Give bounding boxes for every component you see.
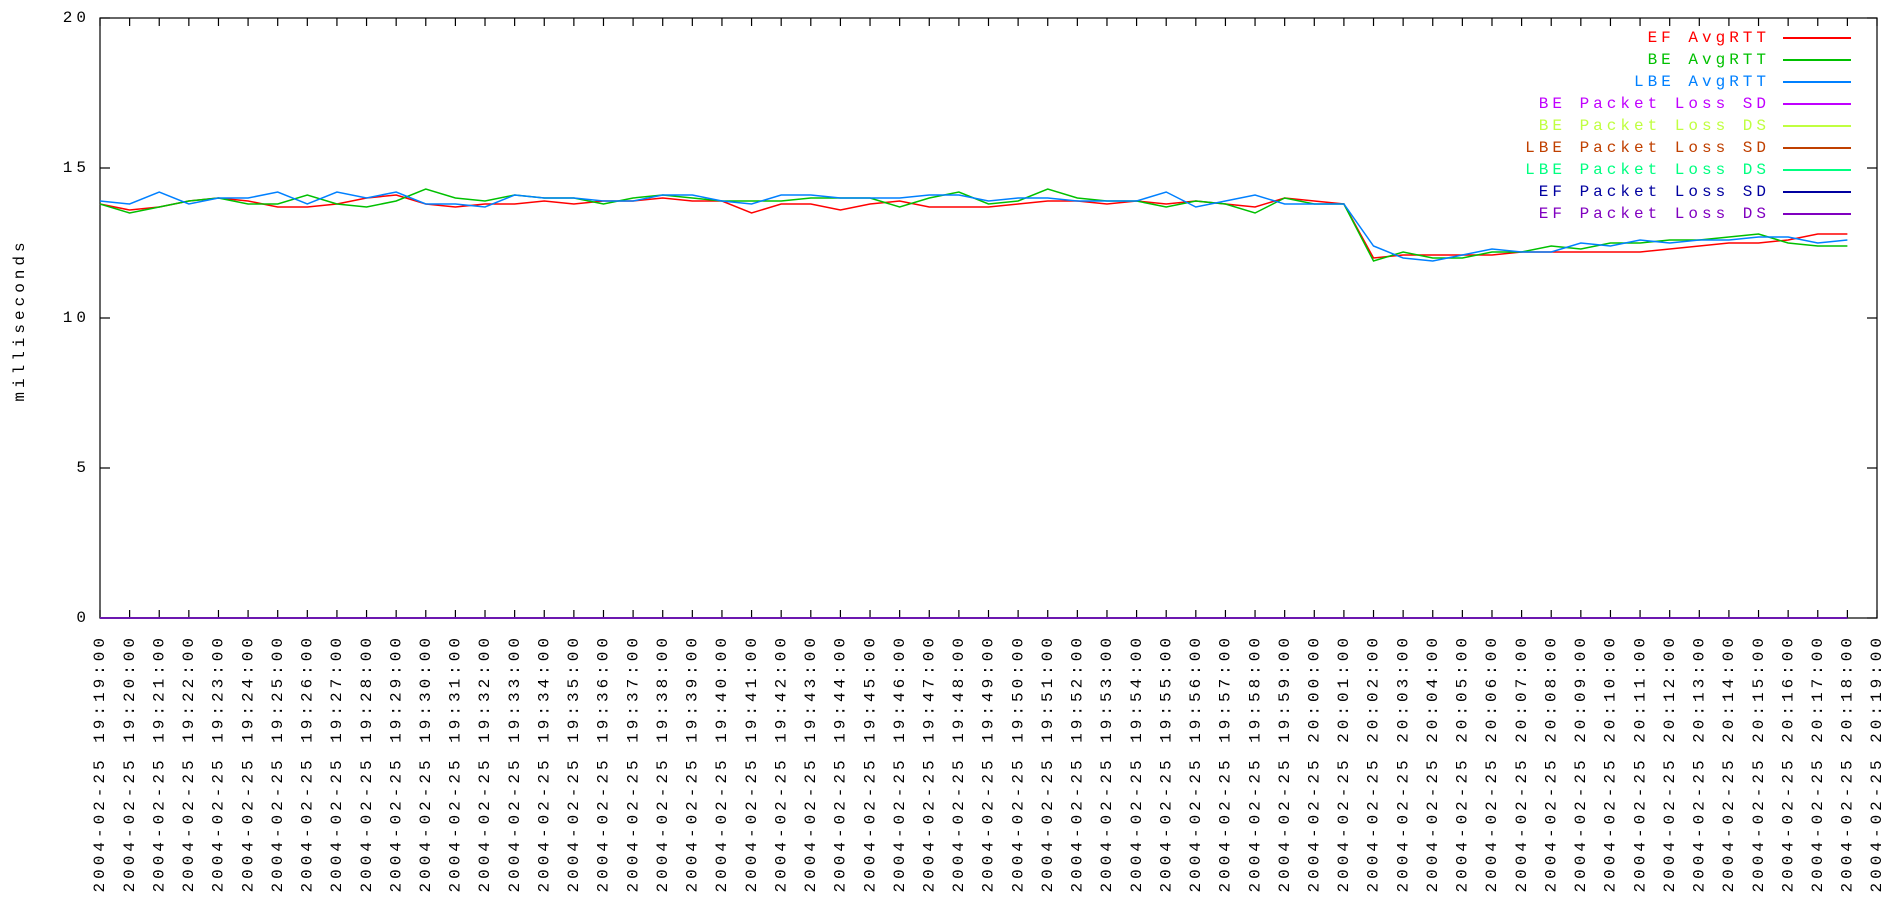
x-tick-label: 2004-02-25 19:30:00 bbox=[417, 634, 435, 892]
x-tick-label: 2004-02-25 19:50:00 bbox=[1009, 634, 1027, 892]
x-tick-label: 2004-02-25 20:16:00 bbox=[1779, 634, 1797, 892]
x-tick-label: 2004-02-25 19:29:00 bbox=[387, 634, 405, 892]
legend-label: BE Packet Loss SD bbox=[1539, 95, 1770, 113]
x-tick-label: 2004-02-25 20:19:00 bbox=[1868, 634, 1886, 892]
x-tick-label: 2004-02-25 19:34:00 bbox=[535, 634, 553, 892]
x-tick-label: 2004-02-25 19:41:00 bbox=[743, 634, 761, 892]
x-tick-label: 2004-02-25 19:27:00 bbox=[328, 634, 346, 892]
x-tick-label: 2004-02-25 19:47:00 bbox=[920, 634, 938, 892]
x-tick-label: 2004-02-25 20:15:00 bbox=[1750, 634, 1768, 892]
y-tick-label: 10 bbox=[63, 309, 90, 327]
x-tick-label: 2004-02-25 20:11:00 bbox=[1631, 634, 1649, 892]
x-tick-label: 2004-02-25 20:07:00 bbox=[1513, 634, 1531, 892]
x-tick-label: 2004-02-25 19:51:00 bbox=[1039, 634, 1057, 892]
x-tick-label: 2004-02-25 19:40:00 bbox=[713, 634, 731, 892]
x-tick-label: 2004-02-25 19:21:00 bbox=[150, 634, 168, 892]
x-tick-label: 2004-02-25 19:56:00 bbox=[1187, 634, 1205, 892]
x-tick-label: 2004-02-25 20:08:00 bbox=[1542, 634, 1560, 892]
legend-label: EF AvgRTT bbox=[1648, 29, 1770, 47]
x-tick-label: 2004-02-25 20:13:00 bbox=[1691, 634, 1709, 892]
legend-label: LBE Packet Loss DS bbox=[1525, 161, 1770, 179]
x-tick-label: 2004-02-25 20:03:00 bbox=[1394, 634, 1412, 892]
x-tick-label: 2004-02-25 19:46:00 bbox=[891, 634, 909, 892]
y-axis-label: milliseconds bbox=[11, 238, 29, 401]
x-tick-label: 2004-02-25 20:05:00 bbox=[1454, 634, 1472, 892]
legend-label: LBE AvgRTT bbox=[1634, 73, 1770, 91]
x-tick-label: 2004-02-25 19:19:00 bbox=[91, 634, 109, 892]
x-tick-label: 2004-02-25 19:25:00 bbox=[269, 634, 287, 892]
x-tick-label: 2004-02-25 19:32:00 bbox=[476, 634, 494, 892]
series-line bbox=[99, 191, 1848, 262]
y-tick-label: 15 bbox=[63, 159, 90, 177]
x-tick-label: 2004-02-25 19:52:00 bbox=[1069, 634, 1087, 892]
x-tick-label: 2004-02-25 19:54:00 bbox=[1128, 634, 1146, 892]
x-tick-label: 2004-02-25 19:23:00 bbox=[210, 634, 228, 892]
y-tick-label: 20 bbox=[63, 9, 90, 27]
x-tick-label: 2004-02-25 20:09:00 bbox=[1572, 634, 1590, 892]
x-tick-label: 2004-02-25 19:33:00 bbox=[506, 634, 524, 892]
x-tick-label: 2004-02-25 19:49:00 bbox=[980, 634, 998, 892]
x-tick-label: 2004-02-25 19:53:00 bbox=[1098, 634, 1116, 892]
legend-label: LBE Packet Loss SD bbox=[1525, 139, 1770, 157]
x-tick-label: 2004-02-25 19:43:00 bbox=[802, 634, 820, 892]
x-tick-label: 2004-02-25 19:59:00 bbox=[1276, 634, 1294, 892]
x-tick-label: 2004-02-25 19:39:00 bbox=[684, 634, 702, 892]
legend-label: BE Packet Loss DS bbox=[1539, 117, 1770, 135]
x-tick-label: 2004-02-25 20:06:00 bbox=[1483, 634, 1501, 892]
x-tick-label: 2004-02-25 19:35:00 bbox=[565, 634, 583, 892]
x-tick-label: 2004-02-25 19:24:00 bbox=[239, 634, 257, 892]
x-tick-label: 2004-02-25 19:38:00 bbox=[654, 634, 672, 892]
series-line bbox=[99, 194, 1848, 259]
x-tick-label: 2004-02-25 19:48:00 bbox=[950, 634, 968, 892]
x-tick-label: 2004-02-25 20:14:00 bbox=[1720, 634, 1738, 892]
x-tick-label: 2004-02-25 19:58:00 bbox=[1246, 634, 1264, 892]
x-tick-label: 2004-02-25 19:55:00 bbox=[1157, 634, 1175, 892]
x-tick-label: 2004-02-25 20:12:00 bbox=[1661, 634, 1679, 892]
legend-label: EF Packet Loss DS bbox=[1539, 205, 1770, 223]
legend-label: BE AvgRTT bbox=[1648, 51, 1770, 69]
x-tick-label: 2004-02-25 19:20:00 bbox=[121, 634, 139, 892]
x-tick-label: 2004-02-25 19:57:00 bbox=[1217, 634, 1235, 892]
x-tick-label: 2004-02-25 20:02:00 bbox=[1365, 634, 1383, 892]
x-tick-label: 2004-02-25 20:04:00 bbox=[1424, 634, 1442, 892]
x-tick-label: 2004-02-25 19:28:00 bbox=[358, 634, 376, 892]
x-tick-label: 2004-02-25 19:36:00 bbox=[595, 634, 613, 892]
x-tick-label: 2004-02-25 20:00:00 bbox=[1306, 634, 1324, 892]
x-tick-label: 2004-02-25 19:37:00 bbox=[624, 634, 642, 892]
x-tick-label: 2004-02-25 20:10:00 bbox=[1602, 634, 1620, 892]
legend-label: EF Packet Loss SD bbox=[1539, 183, 1770, 201]
x-tick-label: 2004-02-25 19:42:00 bbox=[772, 634, 790, 892]
y-tick-label: 5 bbox=[76, 459, 90, 477]
x-tick-label: 2004-02-25 20:18:00 bbox=[1839, 634, 1857, 892]
y-tick-label: 0 bbox=[76, 609, 90, 627]
x-tick-label: 2004-02-25 19:26:00 bbox=[299, 634, 317, 892]
x-tick-label: 2004-02-25 19:31:00 bbox=[447, 634, 465, 892]
x-tick-label: 2004-02-25 20:01:00 bbox=[1335, 634, 1353, 892]
x-tick-label: 2004-02-25 20:17:00 bbox=[1809, 634, 1827, 892]
x-tick-label: 2004-02-25 19:45:00 bbox=[861, 634, 879, 892]
x-tick-label: 2004-02-25 19:22:00 bbox=[180, 634, 198, 892]
x-tick-label: 2004-02-25 19:44:00 bbox=[832, 634, 850, 892]
